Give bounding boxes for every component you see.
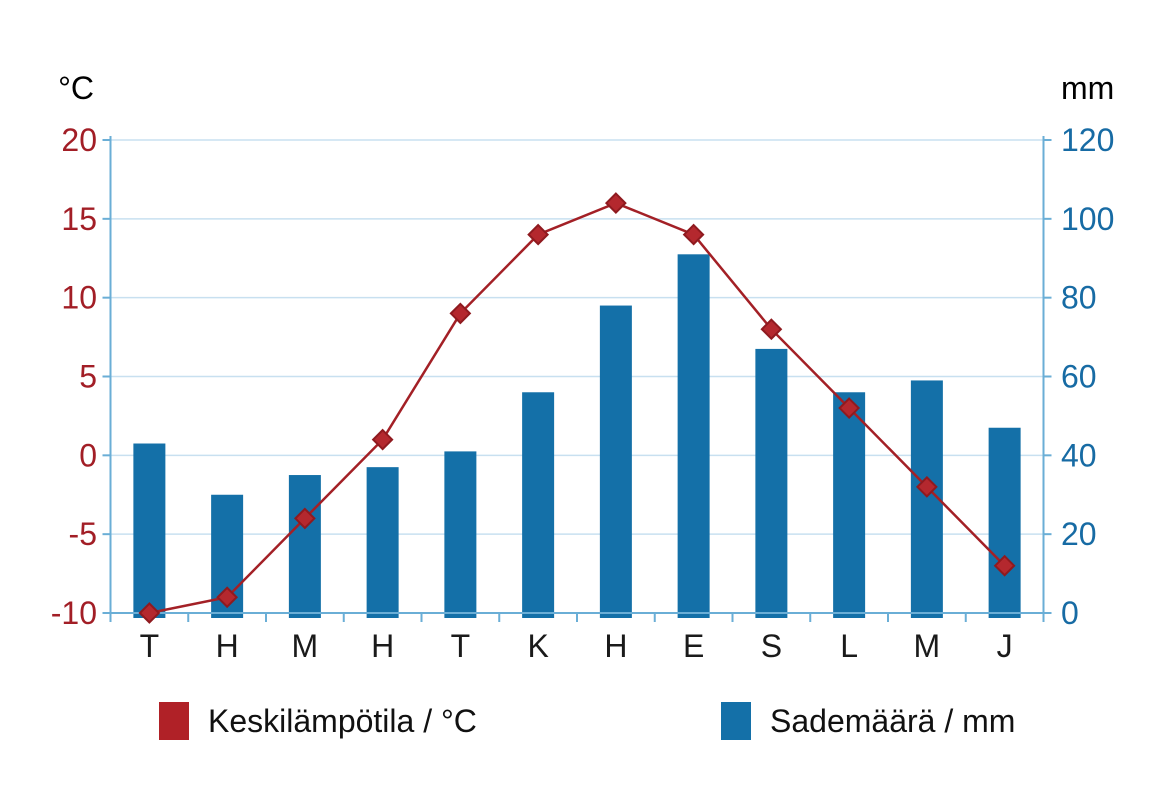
left-axis-unit-label: °C — [58, 70, 94, 106]
temperature-marker — [682, 223, 705, 246]
temperature-marker — [838, 397, 861, 419]
right-axis-tick-label: 0 — [1061, 595, 1079, 631]
temperature-marker — [293, 507, 316, 530]
temperature-marker — [993, 554, 1016, 577]
month-label: M — [914, 628, 941, 664]
month-label: J — [997, 628, 1013, 664]
precipitation-legend-label: Sademäärä / mm — [770, 702, 1016, 739]
precipitation-bar — [288, 475, 321, 618]
left-axis-tick-label: 0 — [79, 437, 97, 473]
right-axis-tick-label: 60 — [1061, 359, 1097, 395]
left-axis-tick-label: 15 — [61, 201, 97, 237]
right-axis-tick-label: 100 — [1061, 201, 1114, 237]
month-label: T — [451, 628, 471, 664]
temperature-marker — [604, 192, 627, 214]
month-label: S — [761, 628, 782, 664]
precipitation-bar — [677, 254, 710, 618]
temperature-marker — [138, 602, 161, 624]
temperature-marker — [449, 302, 472, 325]
precipitation-bar — [988, 427, 1021, 618]
month-label: T — [140, 628, 160, 664]
right-axis-tick-label: 20 — [1061, 516, 1097, 552]
right-axis-tick-label: 80 — [1061, 280, 1097, 316]
temperature-legend-label: Keskilämpötila / °C — [208, 702, 477, 739]
precipitation-legend-swatch — [721, 702, 751, 740]
precipitation-bar — [444, 451, 477, 618]
temperature-line — [149, 201, 1006, 615]
left-axis-tick-label: -10 — [51, 595, 97, 631]
month-label: E — [683, 628, 704, 664]
precipitation-bar — [755, 348, 788, 618]
month-label: L — [840, 628, 858, 664]
month-label: K — [527, 628, 548, 664]
temperature-marker — [371, 428, 394, 451]
precipitation-bar — [599, 305, 632, 618]
month-label: H — [216, 628, 239, 664]
right-axis-unit-label: mm — [1061, 70, 1115, 106]
left-axis-tick-label: -5 — [69, 516, 97, 552]
left-axis-tick-label: 10 — [61, 280, 97, 316]
month-label: H — [371, 628, 394, 664]
temperature-legend-swatch — [159, 702, 189, 740]
temperature-marker — [915, 475, 938, 498]
month-label: M — [292, 628, 319, 664]
right-axis-tick-label: 120 — [1061, 122, 1114, 158]
left-axis-tick-label: 5 — [79, 359, 97, 395]
precipitation-bar — [133, 443, 166, 618]
precipitation-bar — [833, 392, 866, 618]
right-axis-tick-label: 40 — [1061, 437, 1097, 473]
legend-item-precipitation: Sademäärä / mm — [721, 702, 1015, 740]
precipitation-bar — [522, 392, 555, 618]
left-axis-tick-label: 20 — [61, 122, 97, 158]
month-label: H — [604, 628, 627, 664]
temperature-marker — [216, 586, 239, 609]
legend-item-temperature: Keskilämpötila / °C — [159, 702, 477, 740]
temperature-marker — [760, 318, 783, 341]
temperature-marker — [527, 223, 550, 246]
precipitation-bar — [366, 467, 399, 618]
